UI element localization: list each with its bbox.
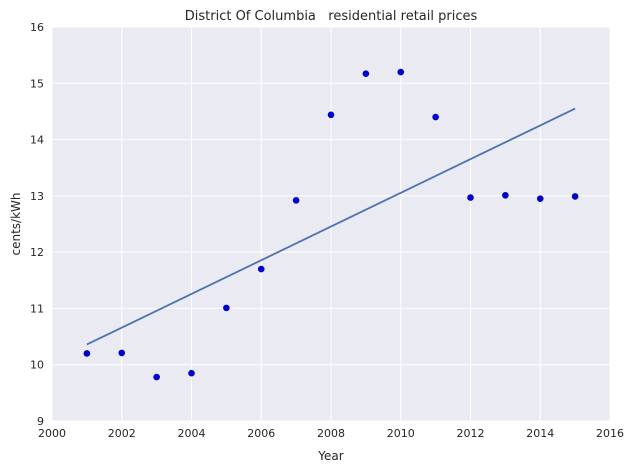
x-tick-label: 2008 — [317, 427, 345, 440]
y-tick-label: 12 — [30, 246, 44, 259]
y-tick-labels: 9 10 11 12 13 14 15 16 — [30, 21, 44, 428]
y-tick-label: 16 — [30, 21, 44, 34]
data-point — [188, 369, 195, 377]
data-point — [502, 191, 509, 199]
y-tick-label: 13 — [30, 190, 44, 203]
data-point — [292, 197, 300, 204]
data-point — [397, 68, 405, 76]
x-tick-label: 2004 — [178, 427, 206, 440]
data-point — [467, 194, 474, 201]
data-point — [153, 373, 160, 381]
data-point — [536, 195, 544, 202]
chart-title: District Of Columbia residential retail … — [185, 9, 478, 24]
y-tick-label: 9 — [37, 415, 44, 428]
y-tick-label: 10 — [30, 359, 44, 372]
x-tick-labels: 2000 2002 2004 2006 2008 2010 2012 2014 2016 — [38, 427, 624, 440]
x-tick-label: 2010 — [387, 427, 415, 440]
data-point — [362, 70, 370, 78]
data-point — [571, 193, 579, 200]
data-points — [83, 68, 579, 381]
data-point — [118, 349, 126, 357]
x-tick-label: 2014 — [526, 427, 554, 440]
y-tick-label: 11 — [30, 302, 44, 315]
y-tick-label: 15 — [30, 77, 44, 90]
x-tick-label: 2012 — [457, 427, 485, 440]
x-tick-label: 2006 — [247, 427, 275, 440]
data-point — [83, 350, 91, 357]
x-axis-label: Year — [317, 449, 343, 463]
data-point — [257, 265, 265, 273]
x-tick-label: 2002 — [108, 427, 136, 440]
x-tick-label: 2016 — [596, 427, 624, 440]
data-point — [327, 111, 335, 119]
y-tick-label: 14 — [30, 134, 44, 147]
grid-lines — [51, 26, 611, 422]
trend-line — [86, 107, 576, 346]
data-point — [223, 304, 230, 312]
y-axis-label: cents/kWh — [9, 192, 23, 255]
x-tick-label: 2000 — [38, 427, 66, 440]
data-point — [432, 113, 439, 121]
